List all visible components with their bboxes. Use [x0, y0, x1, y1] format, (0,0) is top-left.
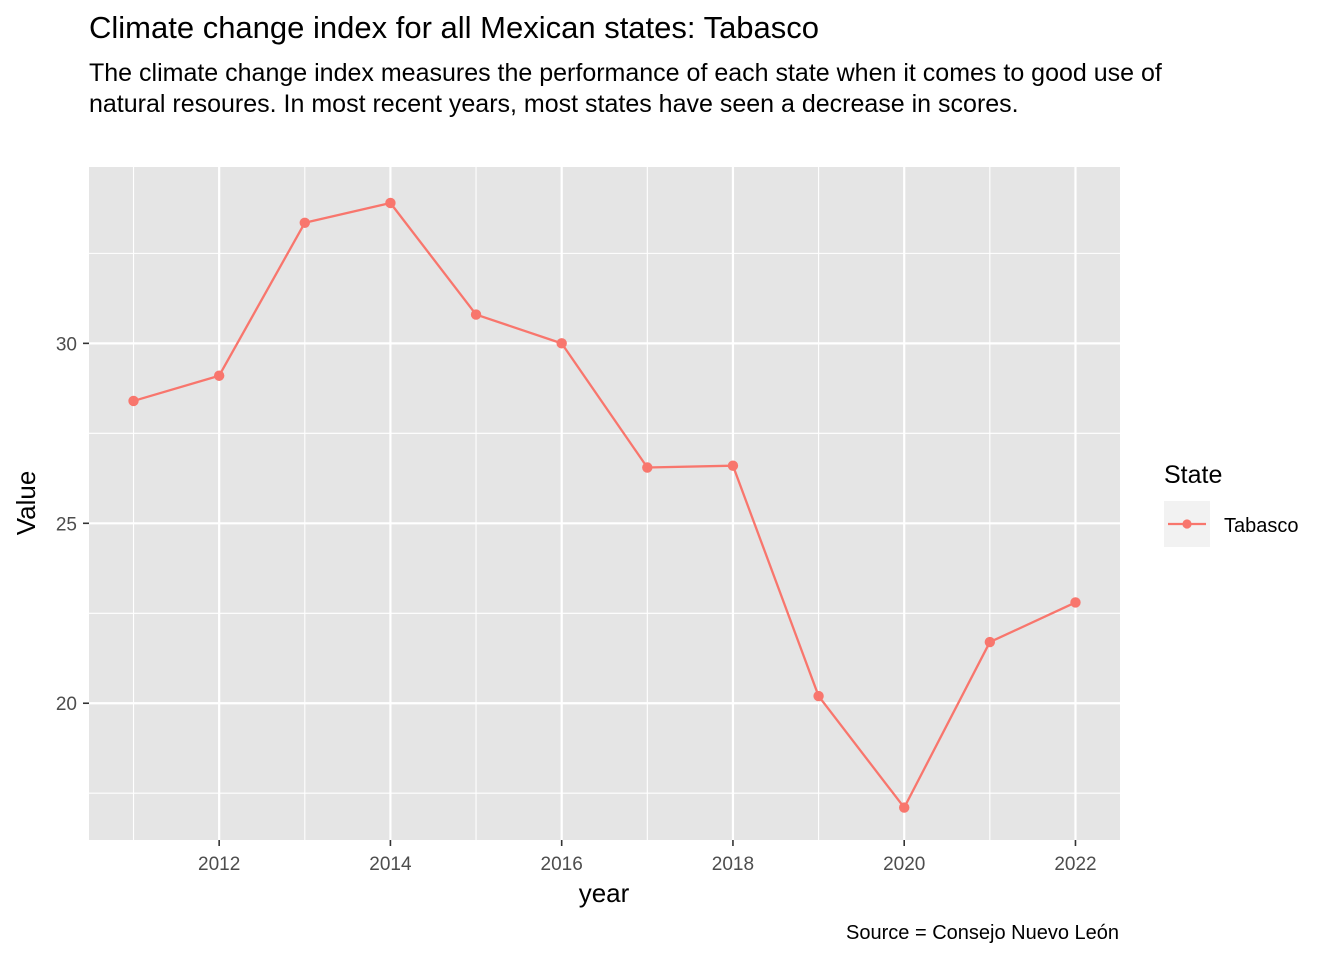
y-tick-label: 25: [56, 514, 77, 535]
plot-panel: [89, 167, 1120, 840]
x-axis-label: year: [579, 878, 630, 908]
data-point: [213, 370, 225, 381]
chart-title: Climate change index for all Mexican sta…: [89, 10, 820, 45]
data-point: [813, 690, 824, 702]
x-tick-label: 2014: [369, 854, 412, 875]
data-point: [128, 395, 139, 407]
legend-title: State: [1164, 461, 1222, 489]
x-tick-label: 2016: [541, 854, 583, 875]
legend: State Tabasco: [1164, 461, 1299, 547]
x-tick-label: 2012: [198, 854, 240, 875]
legend-key-point: [1182, 519, 1192, 529]
data-point: [470, 309, 482, 320]
data-point: [984, 636, 996, 648]
data-point: [642, 462, 653, 473]
x-axis: 2012 2014 2016 2018 2020 2022: [198, 840, 1097, 875]
major-gridlines: [89, 167, 1120, 840]
x-tick-label: 2018: [712, 854, 754, 875]
series-line-tabasco: [133, 201, 1076, 809]
data-point: [385, 197, 396, 209]
y-axis-label: Value: [11, 471, 41, 536]
data-point: [899, 802, 910, 813]
y-axis: 20 25 30: [56, 334, 89, 715]
y-tick-label: 20: [56, 694, 77, 715]
minor-gridlines: [89, 167, 1120, 840]
data-point: [556, 338, 567, 349]
chart-subtitle: The climate change index measures the pe…: [89, 59, 1162, 118]
series-layer: [128, 197, 1081, 813]
x-tick-label: 2020: [883, 854, 925, 875]
y-tick-label: 30: [56, 334, 77, 355]
data-point: [299, 217, 310, 228]
data-point: [727, 460, 739, 471]
legend-label: Tabasco: [1224, 515, 1299, 537]
data-point: [1070, 597, 1081, 608]
chart-caption: Source = Consejo Nuevo León: [846, 922, 1119, 944]
x-tick-label: 2022: [1054, 854, 1096, 875]
